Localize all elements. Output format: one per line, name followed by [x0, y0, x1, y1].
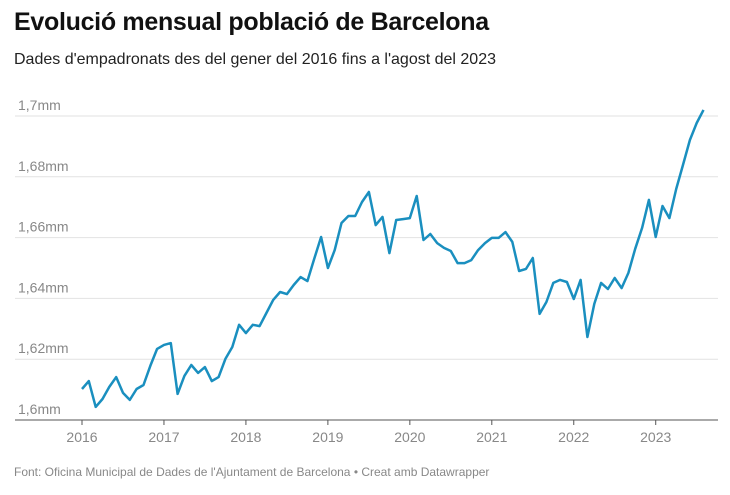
- chart-subtitle: Dades d'empadronats des del gener del 20…: [14, 51, 496, 68]
- x-tick-label: 2018: [230, 429, 261, 445]
- x-tick-label: 2016: [66, 429, 97, 445]
- x-tick-label: 2019: [312, 429, 343, 445]
- x-tick-label: 2021: [476, 429, 507, 445]
- y-tick-label: 1,64mm: [18, 279, 69, 295]
- y-tick-label: 1,68mm: [18, 158, 69, 174]
- y-tick-label: 1,62mm: [18, 340, 69, 356]
- y-tick-label: 1,7mm: [18, 97, 61, 113]
- x-tick-label: 2017: [148, 429, 179, 445]
- chart-footer: Font: Oficina Municipal de Dades de l'Aj…: [14, 465, 490, 479]
- x-tick-label: 2020: [394, 429, 425, 445]
- series-line: [81, 109, 705, 409]
- x-tick-label: 2022: [558, 429, 589, 445]
- y-tick-label: 1,6mm: [18, 401, 61, 417]
- x-tick-label: 2023: [640, 429, 671, 445]
- chart-title: Evolució mensual població de Barcelona: [14, 8, 489, 36]
- y-tick-label: 1,66mm: [18, 219, 69, 235]
